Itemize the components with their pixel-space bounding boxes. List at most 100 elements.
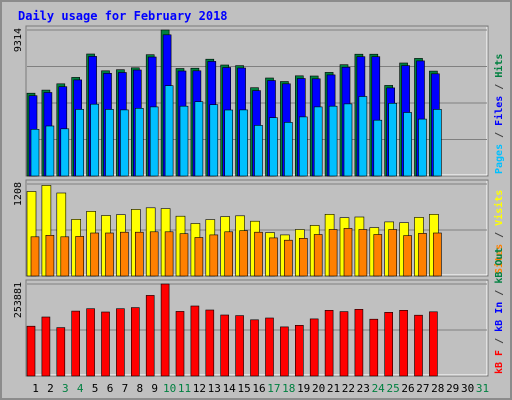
- bar-kb-f-day-2: [41, 316, 51, 377]
- x-tick-label: 31: [476, 382, 489, 395]
- legend-entry: Sites: [493, 244, 505, 274]
- bar-sites-day-23: [358, 229, 368, 277]
- bar-kb-f-day-25: [384, 311, 394, 377]
- x-tick-label: 14: [223, 382, 237, 395]
- bar-kb-f-day-11: [175, 311, 185, 377]
- panel-requests-legend: Pages / Files / Hits: [493, 54, 505, 174]
- legend-entry: /: [494, 78, 505, 96]
- legend-entry: Hits: [493, 54, 505, 78]
- bar-kb-f-day-8: [131, 307, 140, 377]
- x-tick-label: 21: [327, 382, 340, 395]
- bar-kb-f-day-28: [429, 311, 438, 377]
- x-tick-label: 29: [446, 382, 459, 395]
- x-tick-label: 16: [252, 382, 265, 395]
- bar-kb-f-day-13: [205, 309, 215, 377]
- bar-sites-day-1: [30, 236, 40, 277]
- x-tick-label: 11: [178, 382, 191, 395]
- x-tick-label: 7: [122, 382, 129, 395]
- x-tick-label: 1: [32, 382, 39, 395]
- bar-sites-day-6: [105, 232, 114, 277]
- legend-entry: /: [494, 332, 505, 350]
- bar-sites-day-11: [179, 233, 189, 277]
- bar-pages-day-8: [135, 108, 144, 177]
- bar-pages-day-25: [388, 103, 398, 177]
- bar-sites-day-18: [284, 239, 293, 277]
- bar-pages-day-1: [30, 129, 40, 177]
- bar-kb-f-day-7: [116, 308, 125, 377]
- bar-kb-f-day-19: [294, 324, 304, 377]
- bar-sites-day-19: [298, 238, 308, 277]
- x-tick-label: 17: [267, 382, 280, 395]
- series-sites: [30, 228, 442, 277]
- legend-entry: /: [494, 226, 505, 244]
- panel-requests-max-label: 9314: [13, 28, 24, 52]
- bar-pages-day-14: [224, 109, 233, 177]
- bar-pages-day-10: [164, 85, 174, 177]
- x-tick-label: 13: [208, 382, 221, 395]
- bar-kb-f-day-24: [369, 318, 379, 377]
- x-tick-label: 4: [77, 382, 84, 395]
- legend-entry: /: [494, 126, 505, 144]
- bar-sites-day-25: [388, 229, 398, 277]
- bar-pages-day-26: [403, 112, 412, 177]
- bar-kb-f-day-4: [71, 310, 80, 377]
- bar-pages-day-17: [269, 117, 278, 177]
- panel-volume-max-label: 253881: [13, 282, 24, 318]
- legend-entry: Visits: [493, 190, 505, 226]
- bar-sites-day-17: [269, 237, 278, 277]
- panel-requests: 9314 Pages / Files / Hits: [13, 25, 505, 177]
- bar-pages-day-24: [373, 119, 383, 177]
- bar-kb-f-day-1: [26, 325, 36, 377]
- bar-sites-day-15: [239, 230, 248, 277]
- bar-pages-day-27: [418, 118, 427, 177]
- bar-pages-day-4: [75, 109, 84, 177]
- bar-pages-day-16: [254, 125, 263, 177]
- bar-pages-day-20: [313, 106, 323, 177]
- panel-sites-legend: Sites / Visits: [493, 190, 505, 274]
- x-tick-label: 6: [107, 382, 114, 395]
- series-pages: [30, 85, 442, 177]
- x-tick-label: 2: [47, 382, 54, 395]
- x-tick-label: 30: [461, 382, 474, 395]
- x-tick-label: 25: [386, 382, 399, 395]
- bar-sites-day-16: [254, 231, 263, 277]
- bar-kb-f-day-22: [339, 311, 349, 377]
- x-tick-label: 28: [431, 382, 444, 395]
- bar-sites-day-8: [135, 231, 144, 277]
- x-tick-label: 20: [312, 382, 325, 395]
- bar-pages-day-3: [60, 128, 70, 177]
- bar-sites-day-22: [343, 228, 353, 277]
- bar-kb-f-day-12: [190, 305, 200, 377]
- x-tick-label: 10: [163, 382, 176, 395]
- bar-kb-f-day-16: [250, 319, 259, 377]
- x-tick-label: 24: [372, 382, 386, 395]
- x-tick-label: 27: [416, 382, 429, 395]
- bar-sites-day-14: [224, 231, 233, 277]
- bar-kb-f-day-26: [399, 309, 408, 377]
- bar-sites-day-13: [209, 234, 219, 277]
- bar-pages-day-6: [105, 109, 114, 177]
- series-kb-f: [26, 283, 438, 377]
- bar-pages-day-15: [239, 109, 248, 177]
- panel-volume-legend: kB F / kB In / kB Out: [494, 248, 505, 374]
- chart-title: Daily usage for February 2018: [18, 9, 228, 23]
- legend-entry: kB Out: [494, 248, 505, 284]
- bar-kb-f-day-20: [309, 318, 319, 377]
- bar-sites-day-4: [75, 236, 84, 277]
- bar-pages-day-28: [433, 109, 442, 177]
- bar-kb-f-day-3: [56, 327, 66, 377]
- bar-sites-day-28: [433, 232, 442, 277]
- x-tick-label: 5: [92, 382, 99, 395]
- bar-sites-day-3: [60, 236, 70, 277]
- bar-sites-day-21: [328, 229, 338, 277]
- legend-entry: /: [494, 284, 505, 302]
- bar-pages-day-21: [328, 105, 338, 177]
- bar-kb-f-day-23: [354, 308, 364, 377]
- bar-sites-day-10: [164, 231, 174, 277]
- bar-kb-f-day-14: [220, 314, 229, 377]
- panel-volume: 253881 kB F / kB In / kB Out: [13, 248, 505, 377]
- bar-sites-day-7: [120, 231, 129, 277]
- bar-pages-day-2: [45, 125, 55, 177]
